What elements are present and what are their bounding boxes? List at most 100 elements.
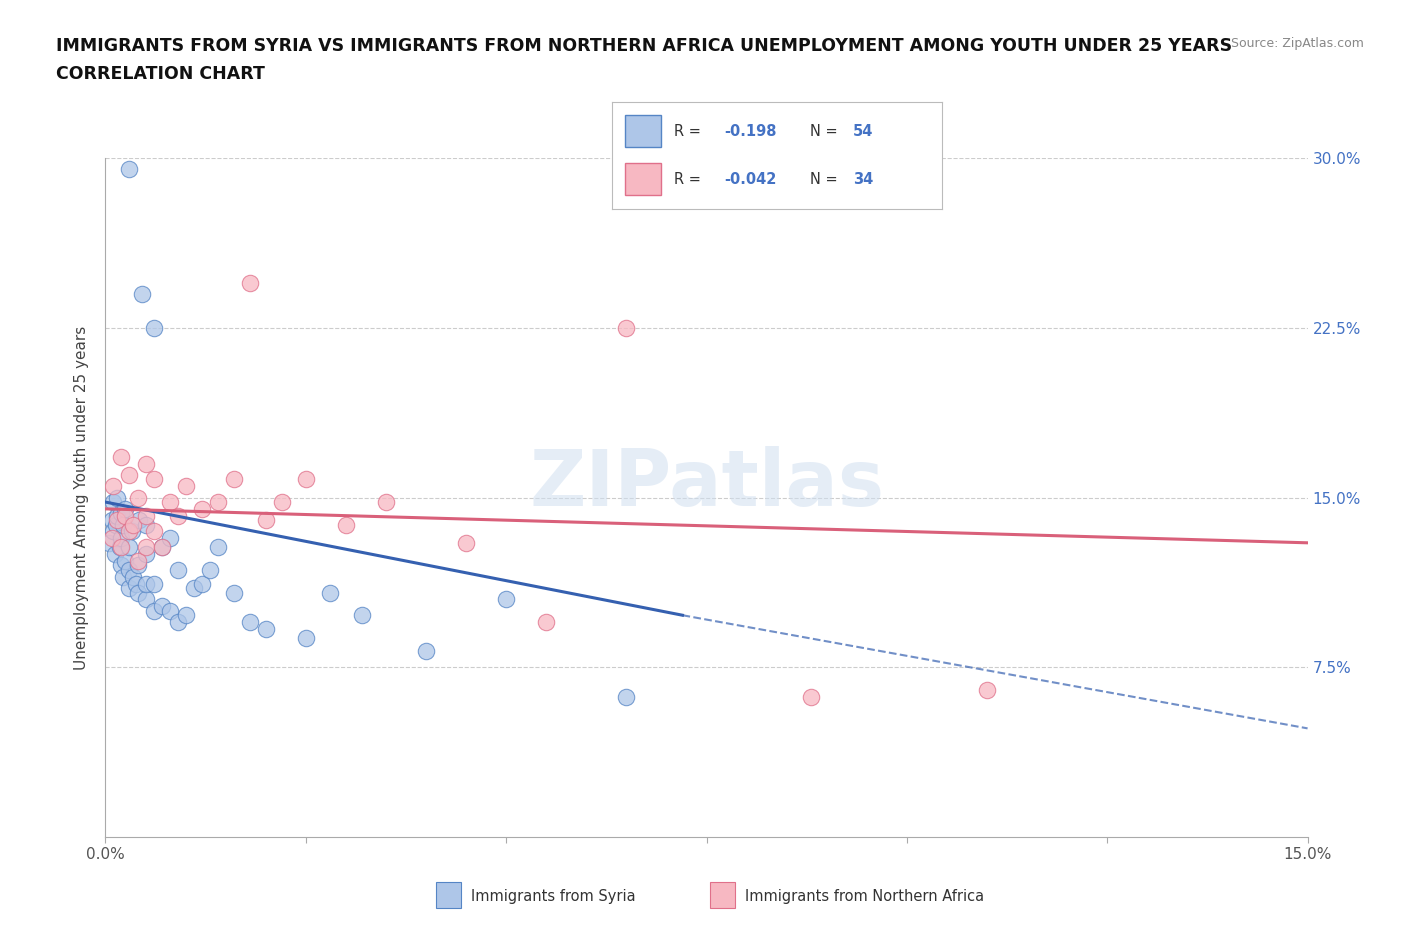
Point — [222, 585, 245, 600]
Point — [103, 479, 125, 494]
Point — [122, 569, 145, 584]
Point — [174, 608, 197, 623]
Point — [110, 540, 132, 555]
Text: N =: N = — [810, 172, 842, 187]
Text: 54: 54 — [853, 124, 873, 139]
Point — [800, 689, 823, 704]
Text: N =: N = — [810, 124, 842, 139]
Point — [254, 512, 277, 527]
Point — [239, 275, 262, 290]
Bar — [624, 115, 661, 147]
Point — [270, 495, 292, 510]
Point — [150, 540, 173, 555]
Point — [159, 531, 181, 546]
Point — [616, 689, 638, 704]
Point — [142, 576, 165, 591]
Point — [174, 479, 197, 494]
Point — [142, 320, 165, 335]
Text: Immigrants from Syria: Immigrants from Syria — [471, 889, 636, 904]
Point — [135, 547, 157, 562]
Point — [254, 621, 277, 636]
Point — [122, 517, 145, 532]
Point — [142, 604, 165, 618]
Point — [976, 683, 998, 698]
Point — [125, 576, 148, 591]
Text: R =: R = — [675, 124, 706, 139]
Point — [142, 472, 165, 487]
Text: -0.198: -0.198 — [724, 124, 776, 139]
Point — [118, 524, 141, 538]
Point — [135, 457, 157, 472]
Point — [118, 580, 141, 595]
Point — [190, 576, 212, 591]
Point — [118, 540, 141, 555]
Point — [166, 563, 188, 578]
Point — [166, 615, 188, 630]
Point — [335, 517, 357, 532]
Point — [183, 580, 205, 595]
Text: 34: 34 — [853, 172, 873, 187]
Point — [114, 508, 136, 523]
Point — [118, 162, 141, 177]
Point — [616, 320, 638, 335]
Text: -0.042: -0.042 — [724, 172, 776, 187]
Point — [110, 558, 132, 573]
Point — [135, 508, 157, 523]
Point — [319, 585, 342, 600]
Point — [159, 495, 181, 510]
Point — [107, 508, 129, 523]
Point — [350, 608, 373, 623]
Point — [104, 547, 127, 562]
Point — [118, 563, 141, 578]
Point — [114, 501, 136, 516]
Point — [101, 531, 124, 546]
Text: R =: R = — [675, 172, 706, 187]
Point — [112, 569, 135, 584]
Point — [295, 472, 318, 487]
Point — [150, 540, 173, 555]
Point — [118, 468, 141, 483]
Point — [104, 517, 127, 532]
Point — [150, 599, 173, 614]
Point — [166, 508, 188, 523]
Point — [207, 495, 229, 510]
Text: Immigrants from Northern Africa: Immigrants from Northern Africa — [745, 889, 984, 904]
Text: ZIPatlas: ZIPatlas — [529, 446, 884, 522]
Point — [128, 512, 150, 527]
Point — [107, 512, 129, 527]
Text: CORRELATION CHART: CORRELATION CHART — [56, 65, 266, 83]
Point — [222, 472, 245, 487]
Point — [135, 517, 157, 532]
Point — [135, 540, 157, 555]
Point — [127, 553, 149, 568]
Text: Source: ZipAtlas.com: Source: ZipAtlas.com — [1230, 37, 1364, 50]
Point — [190, 501, 212, 516]
Point — [135, 576, 157, 591]
Point — [103, 524, 125, 538]
Point — [131, 286, 153, 301]
Point — [454, 536, 477, 551]
Point — [135, 592, 157, 607]
Point — [142, 524, 165, 538]
Point — [103, 495, 125, 510]
Point — [415, 644, 437, 658]
Point — [98, 536, 121, 551]
Point — [101, 512, 124, 527]
Point — [121, 524, 143, 538]
Point — [127, 558, 149, 573]
Point — [107, 490, 129, 505]
Point — [110, 449, 132, 464]
Point — [114, 553, 136, 568]
Point — [207, 540, 229, 555]
Point — [110, 531, 132, 546]
Point — [239, 615, 262, 630]
Text: IMMIGRANTS FROM SYRIA VS IMMIGRANTS FROM NORTHERN AFRICA UNEMPLOYMENT AMONG YOUT: IMMIGRANTS FROM SYRIA VS IMMIGRANTS FROM… — [56, 37, 1233, 55]
Point — [374, 495, 398, 510]
Point — [127, 585, 149, 600]
Y-axis label: Unemployment Among Youth under 25 years: Unemployment Among Youth under 25 years — [75, 326, 90, 670]
Point — [112, 517, 135, 532]
Point — [159, 604, 181, 618]
Point — [127, 490, 149, 505]
Point — [534, 615, 557, 630]
Point — [110, 506, 132, 521]
